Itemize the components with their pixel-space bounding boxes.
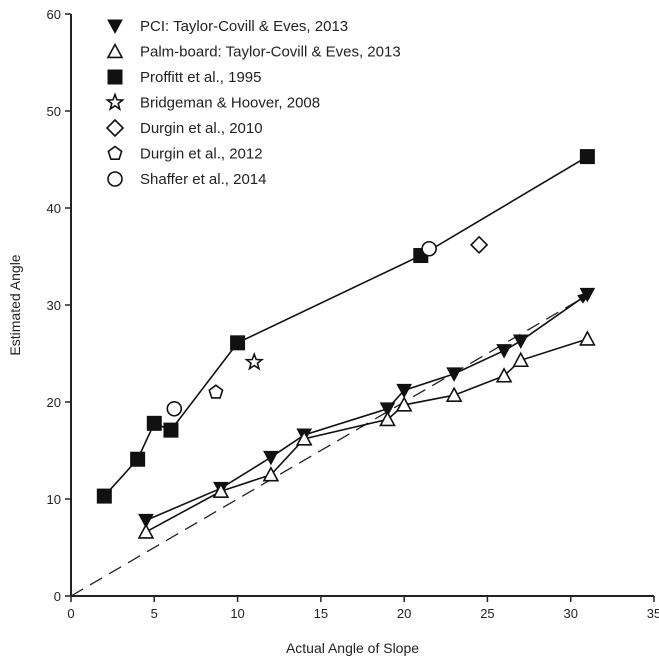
legend-label: Palm-board: Taylor-Covill & Eves, 2013 [140,44,401,61]
x-tick-label: 25 [480,606,494,621]
legend-marker [107,69,123,85]
legend: PCI: Taylor-Covill & Eves, 2013 Palm-boar… [105,18,401,188]
data-point [579,149,595,165]
data-point [244,351,265,371]
legend-label: Proffitt et al., 1995 [140,69,261,86]
legend-marker [107,145,123,160]
data-point [212,482,230,498]
y-tick-label: 0 [54,589,61,604]
data-point [446,367,462,382]
data-point [130,451,146,467]
data-point [395,396,413,412]
data-point [146,415,162,431]
legend-marker [106,42,124,59]
x-tick-label: 30 [563,606,577,621]
data-point [379,410,396,427]
data-point [421,240,437,257]
data-point [496,344,512,359]
legend-marker [107,19,123,35]
y-axis-label: Estimated Angle [7,254,23,355]
series-line-1 [145,338,588,533]
data-point [512,351,530,368]
data-point [230,335,246,351]
data-point [469,235,489,254]
data-point [263,450,279,466]
x-tick-label: 10 [230,606,244,621]
data-point [495,367,513,383]
data-point [445,386,463,402]
data-point [579,287,596,303]
data-point [379,402,396,417]
data-point [295,430,313,446]
data-point [166,400,183,417]
y-tick-label: 10 [47,492,61,507]
data-point [512,334,529,349]
x-tick-label: 35 [647,606,659,621]
y-tick-label: 40 [47,201,61,216]
x-tick-label: 0 [67,606,74,621]
y-tick-label: 60 [47,7,61,22]
legend-label: Durgin et al., 2010 [140,120,263,137]
data-point [96,488,112,504]
data-point [137,523,155,539]
legend-marker [105,92,125,111]
data-point [579,330,596,346]
axes: 0 5 10 15 20 25 30 35 0 10 20 30 40 50 60 [47,7,659,621]
y-tick-label: 20 [47,395,61,410]
legend-label: PCI: Taylor-Covill & Eves, 2013 [140,18,348,35]
plot-area [70,149,596,597]
y-tick-label: 30 [47,298,61,313]
legend-label: Shaffer et al., 2014 [140,171,266,188]
identity-reference-line [70,294,588,597]
data-point [208,384,224,399]
x-tick-label: 20 [397,606,411,621]
x-tick-label: 5 [151,606,158,621]
y-tick-label: 50 [47,104,61,119]
series-line-2 [103,155,588,497]
legend-marker [107,171,123,187]
legend-marker [105,118,125,138]
series-line-0 [145,293,588,522]
data-point [138,513,154,529]
x-axis-label: Actual Angle of Slope [286,640,419,656]
legend-label: Durgin et al., 2012 [140,146,263,163]
x-tick-label: 15 [314,606,328,621]
data-point [396,383,412,399]
data-point [262,466,280,482]
legend-label: Bridgeman & Hoover, 2008 [140,95,320,112]
data-point [163,422,179,438]
